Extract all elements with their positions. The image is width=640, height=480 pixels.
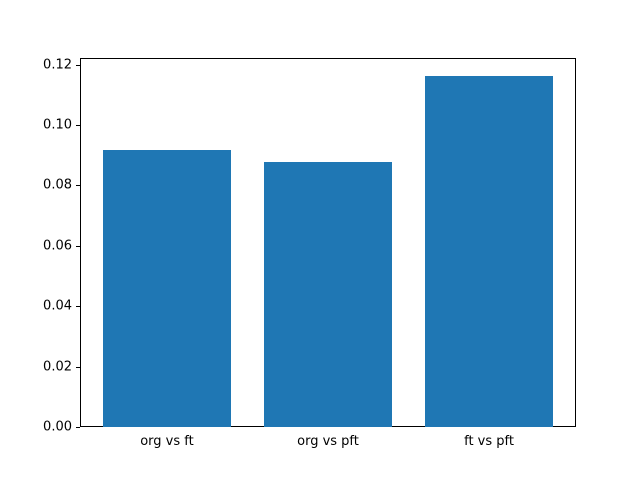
y-axis-tick-label: 0.06	[43, 238, 72, 254]
y-axis-tick-label: 0.00	[43, 419, 72, 435]
y-axis-tick-mark	[76, 366, 80, 368]
y-axis-tick-mark	[76, 245, 80, 247]
y-axis-tick-mark	[76, 64, 80, 66]
x-axis-tick-label: org vs pft	[297, 434, 359, 449]
x-axis-tick-label: ft vs pft	[464, 434, 514, 449]
y-axis-tick-mark	[76, 306, 80, 308]
bar-org-vs-ft	[102, 150, 232, 427]
y-axis-tick-mark	[76, 427, 80, 428]
y-axis-tick-label: 0.12	[43, 57, 72, 73]
x-axis-tick-label: org vs ft	[140, 434, 194, 449]
bar-org-vs-pft	[263, 161, 393, 427]
y-axis-tick-label: 0.10	[43, 117, 72, 133]
y-axis-tick-label: 0.02	[43, 359, 72, 375]
y-axis-tick-mark	[76, 185, 80, 187]
bar-ft-vs-pft	[424, 75, 554, 427]
y-axis-tick-label: 0.04	[43, 298, 72, 314]
y-axis-tick-label: 0.08	[43, 177, 72, 193]
y-axis-tick-mark	[76, 125, 80, 127]
